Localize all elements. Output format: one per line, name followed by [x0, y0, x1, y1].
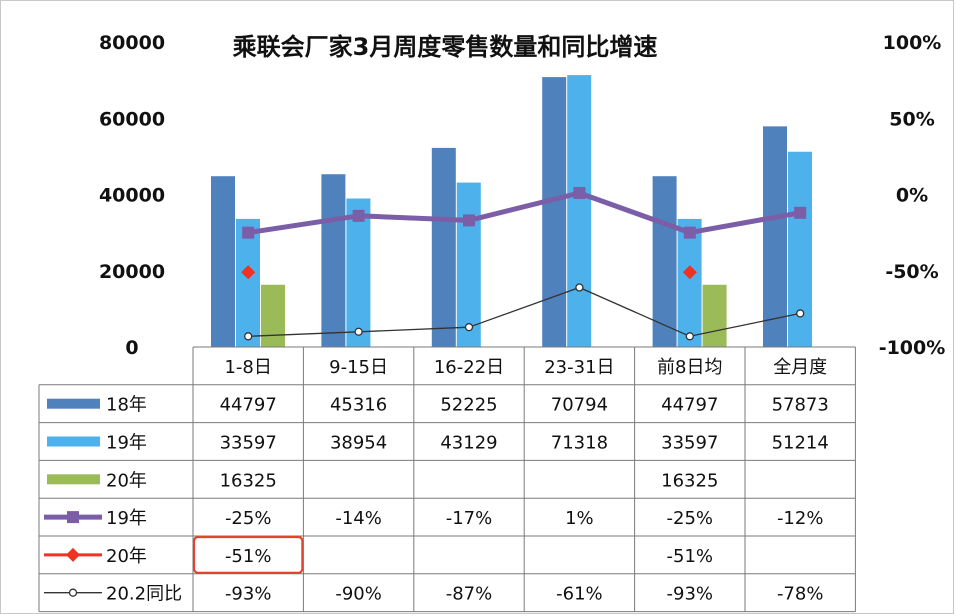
- y-right-tick-label: 50%: [889, 108, 934, 130]
- data-cell: -51%: [667, 546, 714, 567]
- marker-20.2同比-16-22日: [464, 323, 474, 332]
- bar-18年-9-15日: [321, 174, 346, 347]
- data-cell: -12%: [777, 508, 824, 529]
- legend-key-20年-marker: [66, 547, 80, 562]
- y-right-tick-label: 100%: [883, 32, 942, 54]
- legend-label: 18年: [106, 395, 147, 416]
- highlight-box: [192, 535, 304, 574]
- bar-18年-全月度: [763, 126, 787, 347]
- marker-20年-前8日均: [682, 265, 697, 280]
- category-label: 1-8日: [224, 357, 271, 378]
- bar-20年-1-8日: [261, 284, 285, 347]
- legend-key-18年: [47, 398, 100, 409]
- data-cell: 16325: [220, 470, 277, 491]
- data-cell: 45316: [330, 395, 387, 416]
- data-cell: 38954: [330, 433, 387, 454]
- data-cell: 33597: [220, 433, 277, 454]
- marker-20.2同比-9-15日: [354, 327, 363, 336]
- data-cell: 51214: [772, 433, 829, 454]
- y-left-tick-label: 60000: [99, 108, 165, 130]
- data-cell: -14%: [335, 508, 382, 529]
- category-label: 23-31日: [544, 357, 614, 378]
- category-label: 全月度: [773, 357, 827, 378]
- bar-18年-23-31日: [542, 77, 567, 348]
- data-cell: 44797: [220, 395, 277, 416]
- marker-20.2同比-前8日均: [685, 332, 694, 341]
- data-cell: 1%: [565, 508, 594, 529]
- data-cell: -90%: [335, 584, 382, 605]
- chart-title: 乘联会厂家3月周度零售数量和同比增速: [232, 33, 658, 61]
- data-cell: -61%: [556, 584, 603, 605]
- legend-label: 20年: [106, 546, 147, 567]
- data-cell: -78%: [777, 584, 824, 605]
- data-cell: -25%: [225, 508, 272, 529]
- legend-label: 20年: [106, 470, 147, 491]
- y-right-tick-label: -100%: [879, 337, 946, 359]
- line-19年-path: [247, 190, 801, 236]
- bar-19年-16-22日: [456, 182, 481, 347]
- lines-layer: [241, 186, 807, 341]
- line-20.2同比-path: [248, 286, 801, 337]
- bar-18年-前8日均: [652, 176, 677, 347]
- marker-20年-1-8日: [241, 265, 256, 280]
- data-cell: -93%: [225, 584, 272, 605]
- y-left-tick-label: 40000: [99, 185, 165, 207]
- bar-20年-前8日均: [702, 284, 727, 347]
- data-cell: -25%: [667, 508, 714, 529]
- y-left-tick-label: 80000: [99, 32, 165, 54]
- bar-19年-1-8日: [236, 218, 260, 347]
- data-cell: 52225: [440, 395, 497, 416]
- bar-19年-23-31日: [567, 75, 592, 347]
- marker-20.2同比-23-31日: [575, 283, 584, 292]
- data-cell: 57873: [772, 395, 829, 416]
- marker-20.2同比-1-8日: [244, 332, 253, 341]
- data-cell: -93%: [667, 584, 714, 605]
- marker-19年-前8日均: [683, 226, 696, 239]
- legend-label: 19年: [106, 508, 147, 529]
- legend-label: 19年: [106, 433, 147, 454]
- marker-19年-9-15日: [352, 209, 365, 222]
- marker-19年-16-22日: [463, 214, 475, 227]
- data-cell: -17%: [446, 508, 493, 529]
- marker-20.2同比-全月度: [796, 309, 805, 318]
- bar-18年-16-22日: [431, 147, 456, 347]
- data-cell: 43129: [440, 433, 497, 454]
- bar-19年-前8日均: [677, 218, 702, 347]
- y-left-tick-label: 20000: [99, 261, 165, 283]
- legend-key-19年-marker: [67, 511, 79, 524]
- data-cell: 44797: [661, 395, 718, 416]
- data-cell: 70794: [551, 395, 608, 416]
- data-cell: -87%: [446, 584, 493, 605]
- marker-19年-23-31日: [573, 186, 586, 199]
- bar-19年-全月度: [788, 151, 812, 347]
- marker-19年-1-8日: [242, 226, 255, 239]
- legend-key-20.2同比-marker: [68, 588, 78, 597]
- y-left-tick-label: 0: [125, 337, 138, 359]
- y-right-tick-label: 0%: [896, 185, 928, 207]
- data-table: 1-8日 9-15日 16-22日 23-31日 前8日均 全月度 18年 44797 4531…: [38, 346, 856, 613]
- data-cell: 16325: [661, 470, 718, 491]
- marker-19年-全月度: [794, 206, 807, 219]
- data-cell: -51%: [225, 546, 272, 567]
- legend-label: 20.2同比: [106, 584, 182, 605]
- category-label: 9-15日: [329, 357, 388, 378]
- y-right-tick-label: -50%: [885, 261, 938, 283]
- bar-19年-9-15日: [346, 198, 371, 347]
- legend-key-19年: [47, 436, 100, 447]
- data-cell: 71318: [551, 433, 608, 454]
- bars-layer: [211, 75, 812, 348]
- data-cell: 33597: [661, 433, 718, 454]
- bar-18年-1-8日: [211, 176, 235, 347]
- category-label: 16-22日: [434, 357, 504, 378]
- category-label: 前8日均: [657, 357, 722, 378]
- legend-key-20年: [47, 474, 100, 485]
- axes-layer: 80000 60000 40000 20000 0 100% 50% 0% -50% -100%: [99, 32, 945, 359]
